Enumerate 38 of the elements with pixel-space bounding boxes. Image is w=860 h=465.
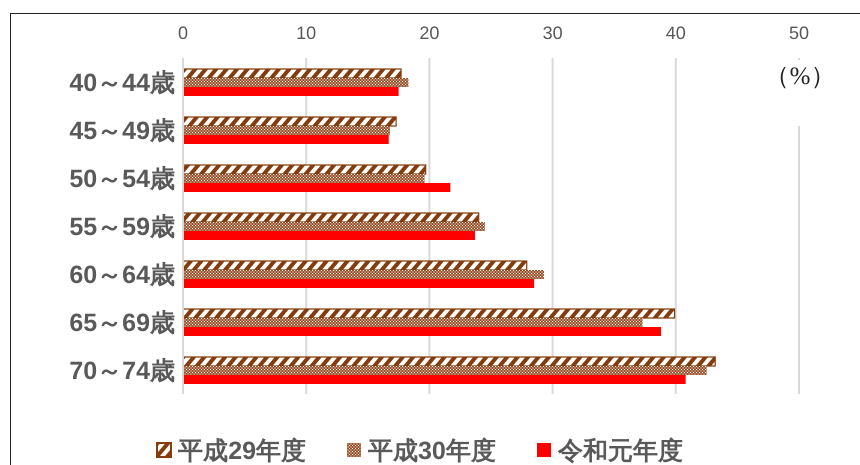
y-tick-label: 45～49歳 <box>69 116 175 145</box>
bar <box>183 375 686 384</box>
bar <box>183 327 662 336</box>
x-tick-label: 10 <box>296 23 316 43</box>
bar <box>183 212 480 223</box>
x-tick-label: 30 <box>542 23 563 43</box>
bar <box>183 308 676 319</box>
bar <box>183 116 397 127</box>
bar <box>183 231 475 240</box>
bar <box>183 318 643 327</box>
bar <box>183 183 450 192</box>
x-tick-label: 50 <box>788 23 810 43</box>
legend-label: 平成29年度 <box>178 436 306 465</box>
y-tick-label: 60～64歳 <box>69 260 175 289</box>
bar <box>183 68 402 79</box>
y-tick-label: 55～59歳 <box>69 212 175 241</box>
bar <box>183 356 716 367</box>
bar <box>183 135 389 144</box>
bar <box>183 260 528 271</box>
y-tick-label: 65～69歳 <box>69 308 175 337</box>
y-tick-label: 50～54歳 <box>69 164 175 193</box>
bar <box>183 279 534 288</box>
bar <box>183 164 426 175</box>
bar <box>183 366 707 375</box>
y-tick-label: 70～74歳 <box>69 356 175 385</box>
bar <box>183 78 408 87</box>
bar <box>183 126 390 135</box>
legend-label: 令和元年度 <box>558 436 683 465</box>
x-tick-label: 0 <box>178 23 188 43</box>
x-tick-label: 20 <box>419 23 440 43</box>
y-tick-label: 40～44歳 <box>69 68 175 97</box>
legend-label: 平成30年度 <box>368 436 496 465</box>
bar <box>183 87 399 96</box>
x-axis-title: （%） <box>764 62 836 92</box>
bar <box>183 222 485 231</box>
bar <box>183 174 424 183</box>
x-tick-label: 40 <box>666 23 686 43</box>
bar <box>183 270 544 279</box>
